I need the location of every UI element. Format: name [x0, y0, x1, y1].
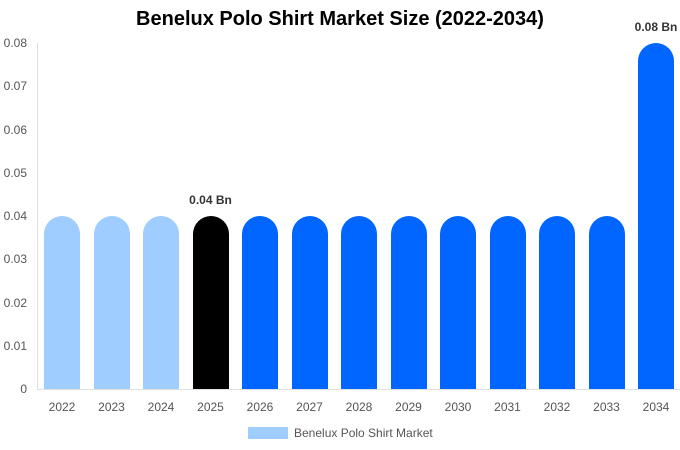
legend-label: Benelux Polo Shirt Market — [294, 426, 433, 440]
x-tick-label: 2022 — [48, 400, 76, 414]
y-axis-line — [37, 43, 38, 389]
x-tick-label: 2032 — [543, 400, 571, 414]
chart-title: Benelux Polo Shirt Market Size (2022-203… — [136, 8, 544, 30]
bar-2032[interactable] — [539, 216, 575, 389]
y-tick-label: 0.03 — [3, 252, 27, 267]
bar-2033[interactable] — [588, 216, 625, 389]
x-tick-label: 2031 — [494, 400, 521, 414]
bar-2023[interactable] — [93, 216, 130, 389]
bar-2029[interactable] — [390, 216, 427, 389]
y-tick-label: 0.06 — [3, 122, 27, 137]
x-tick-label: 2029 — [395, 400, 422, 414]
x-tick-label: 2026 — [246, 400, 274, 414]
x-tick-label: 2028 — [345, 400, 373, 414]
x-tick-label: 2024 — [147, 400, 175, 414]
y-tick-label: 0.04 — [3, 209, 27, 223]
x-tick-label: 2030 — [444, 400, 472, 414]
legend-swatch — [248, 427, 288, 439]
legend[interactable]: Benelux Polo Shirt Market — [248, 426, 433, 440]
bar-2025[interactable] — [192, 216, 229, 389]
x-tick-label: 2033 — [593, 400, 620, 414]
y-tick-label: 0 — [20, 382, 27, 396]
y-tick-label: 0.07 — [3, 79, 27, 94]
data-label: 0.04 Bn — [189, 193, 232, 207]
bar-2031[interactable] — [489, 216, 526, 389]
bar-2026[interactable] — [242, 216, 278, 389]
bar-2027[interactable] — [291, 216, 328, 389]
y-tick-label: 0.01 — [3, 338, 27, 353]
x-tick-label: 2025 — [197, 400, 224, 414]
y-tick-label: 0.08 — [3, 36, 27, 50]
x-tick-label: 2023 — [98, 400, 125, 414]
bar-2028[interactable] — [341, 216, 377, 389]
bar-2034[interactable] — [638, 43, 674, 389]
x-axis-line — [37, 389, 680, 390]
data-label: 0.08 Bn — [634, 20, 678, 34]
x-tick-label: 2027 — [296, 400, 323, 414]
x-tick-label: 2034 — [642, 400, 670, 414]
y-tick-label: 0.05 — [3, 165, 27, 180]
bar-2022[interactable] — [44, 216, 80, 389]
y-tick-label: 0.02 — [3, 295, 27, 310]
bar-2030[interactable] — [440, 216, 476, 389]
bar-2024[interactable] — [143, 216, 179, 389]
